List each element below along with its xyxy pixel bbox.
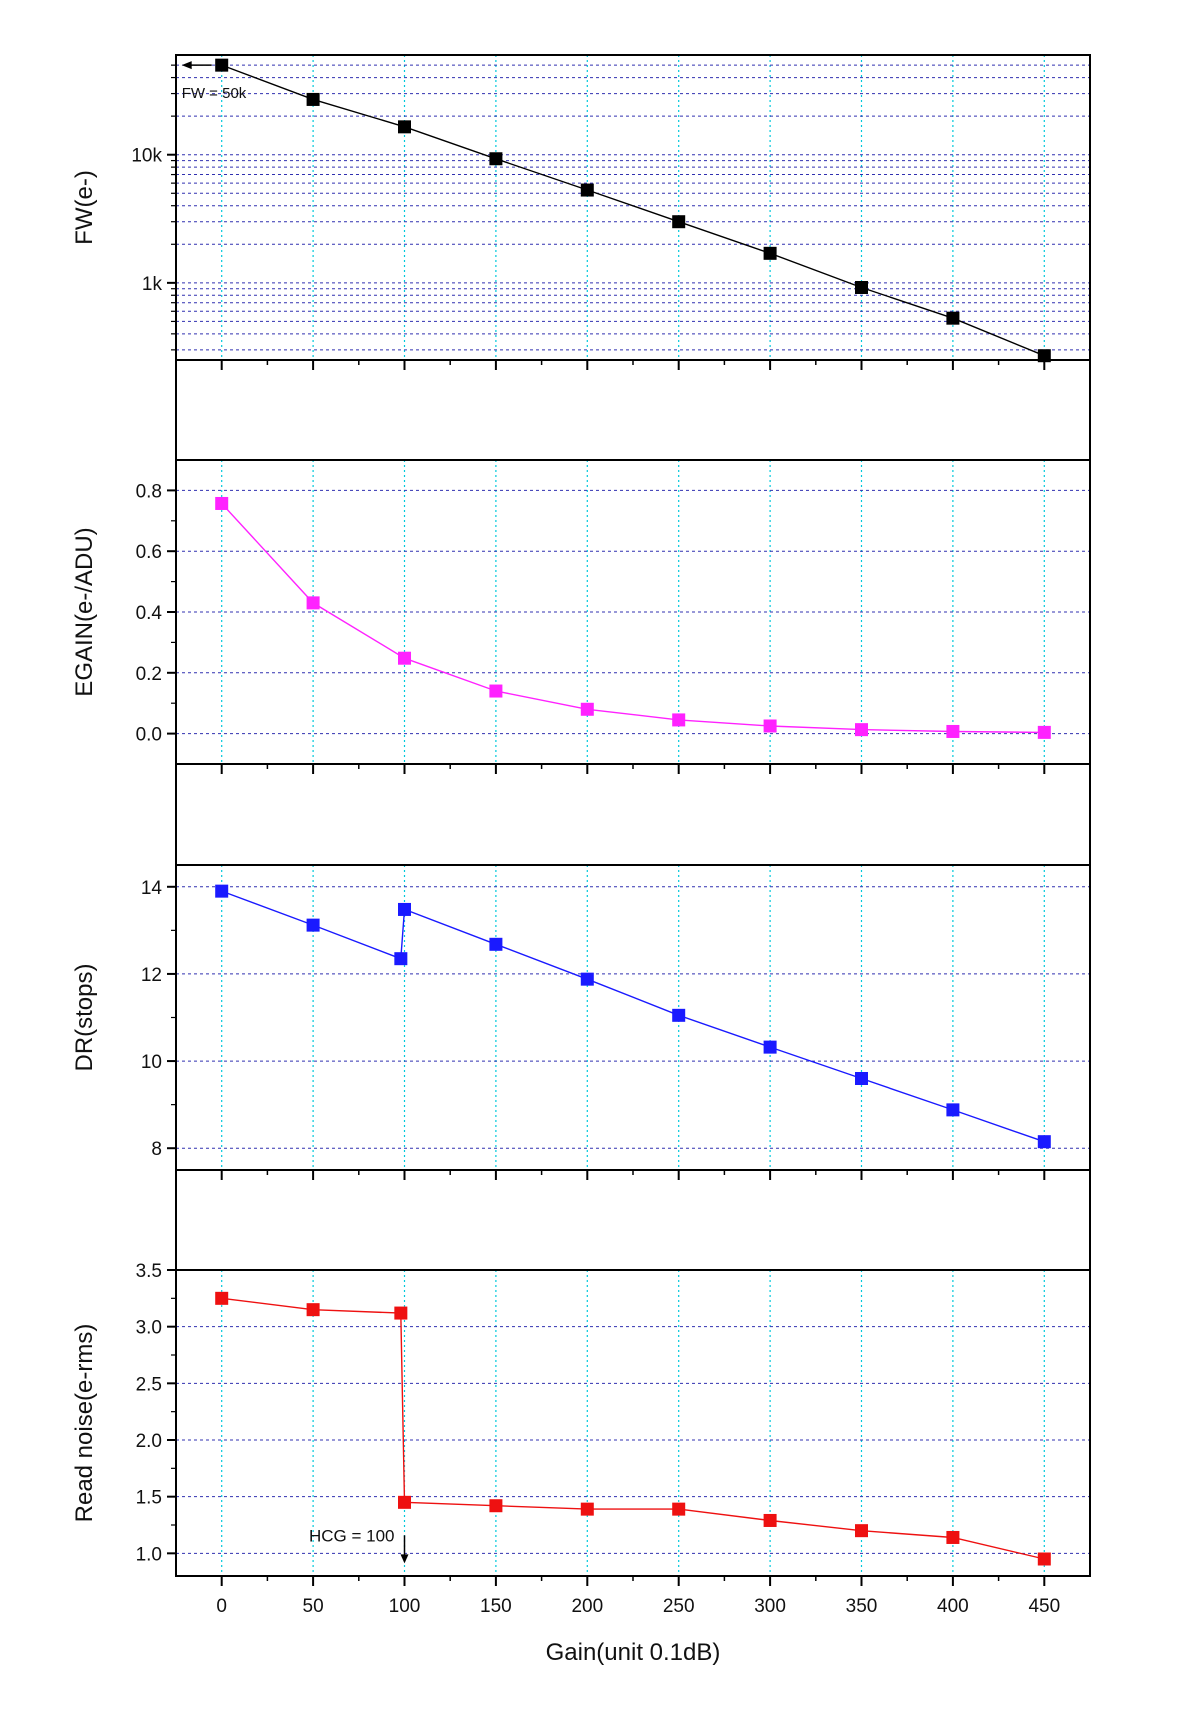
panel-4-ytick-label-2: 2.0 [136, 1431, 162, 1452]
x-tick-label-7: 350 [846, 1596, 878, 1617]
panel-3-point-4 [489, 937, 503, 951]
panel-3-point-0 [215, 884, 229, 898]
x-tick-label-4: 200 [571, 1596, 603, 1617]
panel-4-point-5 [580, 1502, 594, 1516]
panel-2-point-5 [672, 713, 686, 727]
panel-1-point-4 [580, 183, 594, 197]
panel-2-point-7 [855, 723, 868, 737]
panel-4-y-axis-label: Read noise(e-rms) [71, 1324, 98, 1523]
panel-1-point-9 [1037, 349, 1051, 363]
panel-1-point-7 [855, 280, 868, 294]
panel-3-ytick-label-3: 14 [141, 878, 163, 899]
x-tick-label-8: 400 [937, 1596, 969, 1617]
panel-4-point-7 [763, 1513, 777, 1527]
panel-1-ytick-label-0: 1k [142, 274, 163, 295]
panel-4-annotation-arrowhead-0 [400, 1554, 409, 1564]
panel-2-point-4 [580, 702, 594, 716]
panel-4-point-9 [946, 1530, 960, 1544]
panel-3-point-1 [306, 918, 320, 932]
panel-1-point-6 [763, 246, 777, 260]
panel-4-ytick-label-5: 3.5 [136, 1261, 162, 1282]
series-layer [215, 58, 1051, 1566]
frames-layer [167, 54, 1091, 1586]
panel-3-point-8 [855, 1072, 868, 1085]
panel-4-point-2 [394, 1306, 408, 1320]
panel-4-ytick-label-0: 1.0 [136, 1544, 162, 1565]
panel-4-point-3 [398, 1495, 411, 1509]
panel-1-point-2 [398, 120, 411, 134]
panel-2-point-1 [306, 596, 320, 610]
panel-1-series-line [221, 64, 1045, 357]
panel-2-point-2 [398, 651, 411, 665]
x-tick-label-0: 0 [216, 1596, 227, 1617]
panel-4-point-1 [306, 1303, 320, 1317]
panel-4-ytick-label-4: 3.0 [136, 1318, 162, 1339]
panel-1-point-8 [946, 311, 960, 325]
labels-layer: 1k 10k FW(e-) FW = 50k 0.0 0.2 0.4 0.6 0.8 EGAIN(… [71, 61, 1060, 1617]
panel-3-point-2 [394, 952, 408, 966]
panel-3-point-9 [946, 1103, 960, 1117]
panel-3-y-axis-label: DR(stops) [71, 963, 98, 1071]
panel-2-point-6 [763, 719, 777, 733]
panel-1-point-1 [306, 92, 320, 106]
panel-3-point-3 [398, 902, 411, 916]
panel-2-ytick-label-2: 0.4 [136, 603, 163, 624]
panel-2-ytick-label-1: 0.2 [136, 664, 162, 685]
x-tick-label-2: 100 [389, 1596, 421, 1617]
x-tick-label-1: 50 [303, 1596, 324, 1617]
panel-4-point-8 [855, 1524, 868, 1538]
panel-3-ytick-label-2: 12 [141, 965, 162, 986]
panel-3-point-6 [672, 1008, 686, 1022]
panel-1-point-5 [672, 215, 686, 229]
panel-3-series-line [221, 890, 1045, 1143]
x-tick-label-5: 250 [663, 1596, 695, 1617]
panel-2-ytick-label-3: 0.6 [136, 542, 162, 563]
panel-1-point-0 [215, 58, 229, 72]
panel-3-point-7 [763, 1040, 777, 1054]
panel-1-ytick-label-1: 10k [131, 146, 162, 167]
panel-2-point-3 [489, 684, 503, 698]
panel-4-ytick-label-1: 1.5 [136, 1488, 162, 1509]
panel-4-series-line [221, 1297, 1045, 1560]
panel-2-point-0 [215, 496, 229, 510]
panel-1-point-3 [489, 152, 503, 166]
x-axis-label: Gain(unit 0.1dB) [546, 1639, 721, 1666]
panel-4-annotation-0: HCG = 100 [309, 1526, 395, 1545]
x-tick-label-9: 450 [1028, 1596, 1060, 1617]
panel-2-ytick-label-0: 0.0 [136, 725, 162, 746]
panel-1-annotation-arrowhead-0 [181, 61, 192, 70]
panel-3-ytick-label-1: 10 [141, 1052, 162, 1073]
panel-2-point-8 [946, 724, 960, 738]
grid-layer [176, 55, 1090, 1576]
panel-4-point-4 [489, 1499, 503, 1513]
panel-3-ytick-label-0: 8 [151, 1139, 162, 1160]
panel-3-point-10 [1037, 1135, 1051, 1149]
panel-4-point-0 [215, 1291, 229, 1305]
panel-4-point-10 [1037, 1552, 1051, 1566]
panel-1-annotation-0: FW = 50k [182, 85, 247, 102]
panel-3-point-5 [580, 972, 594, 986]
panel-2-point-9 [1037, 725, 1051, 739]
panel-2-y-axis-label: EGAIN(e-/ADU) [71, 527, 98, 696]
x-tick-label-3: 150 [480, 1596, 512, 1617]
panel-4-ytick-label-3: 2.5 [136, 1374, 162, 1395]
panel-1-y-axis-label: FW(e-) [71, 170, 98, 245]
x-tick-label-6: 300 [754, 1596, 786, 1617]
panel-2-series-line [221, 503, 1045, 734]
panel-4-point-6 [672, 1502, 686, 1516]
panel-2-ytick-label-4: 0.8 [136, 481, 162, 502]
